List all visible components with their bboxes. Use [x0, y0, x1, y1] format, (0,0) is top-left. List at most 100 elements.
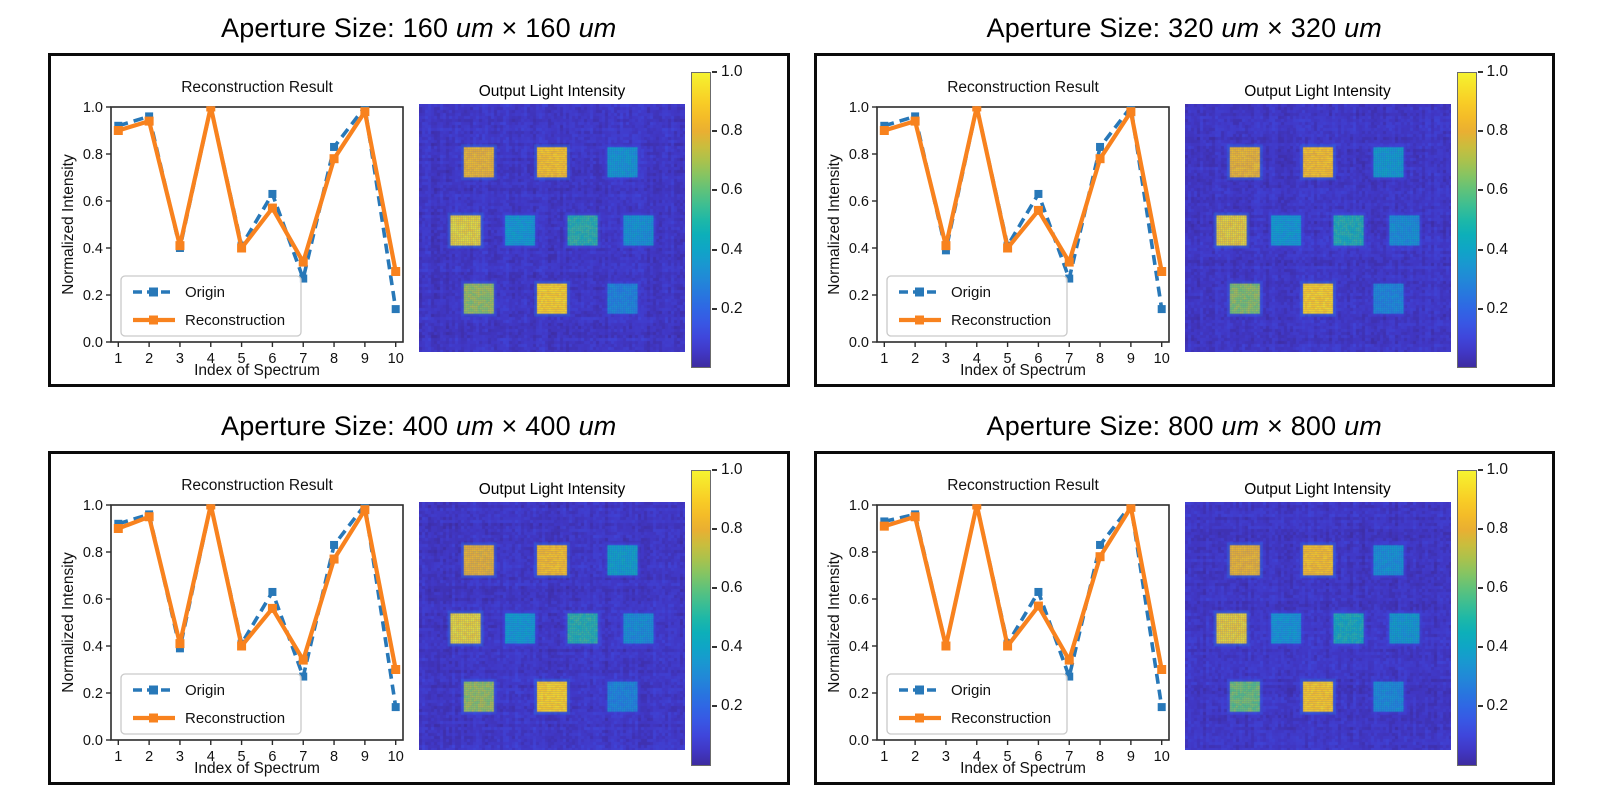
reconstruction-marker	[1125, 503, 1135, 512]
output-light-intensity-heatmap	[1184, 104, 1451, 352]
reconstruction-marker	[144, 511, 154, 521]
colorbar-tick	[1477, 248, 1483, 251]
colorbar-tick	[712, 586, 717, 589]
x-tick-label: 3	[176, 351, 184, 367]
x-tick-label: 7	[1065, 749, 1073, 765]
x-tick-label: 8	[330, 749, 338, 765]
chart-plot-frame	[110, 106, 404, 343]
reconstruction-marker	[971, 503, 981, 509]
panel-title: Aperture Size: 160 um × 160 um	[220, 13, 617, 43]
colorbar-tick-label: 0.4	[721, 638, 743, 656]
x-tick-label: 6	[268, 749, 276, 765]
x-tick-label: 9	[1126, 749, 1134, 765]
origin-marker	[299, 672, 308, 681]
colorbar-tick	[712, 71, 717, 73]
colorbar-tick-label: 0.2	[1486, 697, 1509, 715]
line-chart-svg: Reconstruction Result 0.0 0.2 0.4 0.6 0.8 1.0 1…	[826, 477, 1170, 777]
colorbar-tick-label: 0.8	[721, 122, 743, 140]
reconstruction-marker	[329, 154, 339, 164]
legend: Origin Reconstruction	[885, 275, 1068, 337]
origin-marker	[114, 121, 123, 130]
y-axis-label: Normalized Intensity	[826, 552, 843, 693]
x-tick-label: 1	[880, 351, 888, 367]
x-tick-label: 8	[1096, 351, 1104, 367]
x-tick-label: 1	[114, 351, 122, 367]
reconstruction-series	[879, 106, 1166, 276]
y-tick-label: 0.4	[848, 639, 868, 655]
colorbar-tick-label: 0.2	[721, 697, 743, 715]
x-tick-label: 7	[299, 351, 307, 367]
origin-marker	[1157, 702, 1166, 711]
colorbar-tick	[712, 646, 717, 649]
line-chart-svg: Reconstruction Result 0.0 0.2 0.4 0.6 0.8 1.0 1…	[826, 79, 1170, 379]
colorbar-tick	[712, 130, 717, 133]
y-axis-label: Normalized Intensity	[60, 552, 77, 693]
y-tick-label: 0.8	[848, 147, 868, 163]
reconstruction-series	[113, 106, 401, 276]
heatmap-title: Output Light Intensity	[478, 480, 626, 498]
x-tick-label: 3	[176, 749, 184, 765]
x-tick-label: 3	[941, 351, 949, 367]
y-axis-label: Normalized Intensity	[60, 154, 77, 295]
colorbar-tick-label: 0.6	[1486, 578, 1509, 596]
reconstruction-marker	[175, 638, 185, 648]
y-tick-label: 0.0	[83, 335, 103, 351]
x-tick-label: 4	[207, 749, 215, 765]
colorbar-tick	[712, 527, 717, 530]
legend-sample-marker	[149, 287, 158, 297]
x-tick-label: 5	[1003, 749, 1011, 765]
y-tick-label: 0.2	[83, 288, 103, 304]
y-axis-label: Normalized Intensity	[826, 154, 843, 295]
reconstruction-marker	[971, 106, 981, 112]
reconstruction-marker	[237, 641, 247, 650]
line-chart-svg: Reconstruction Result 0.0 0.2 0.4 0.6 0.8 1.0 1…	[60, 79, 404, 379]
y-tick-label: 0.6	[83, 592, 103, 608]
colorbar-tick-label: 0.8	[1486, 519, 1509, 537]
x-tick-label: 1	[880, 749, 888, 765]
origin-marker	[879, 121, 888, 130]
origin-marker	[268, 189, 277, 198]
panel-frame: Reconstruction Result 0.0 0.2 0.4 0.6 0.8 1.0 1…	[813, 450, 1555, 785]
x-tick-label: 4	[972, 749, 980, 765]
chart-plot-frame	[875, 106, 1170, 343]
legend-sample-marker	[149, 315, 158, 325]
colorbar-gradient	[1456, 72, 1477, 368]
panel-aperture-400um: Aperture Size: 400 um × 400 um Reconstru…	[48, 408, 790, 796]
heatmap-block: Output Light Intensity	[419, 60, 685, 352]
reconstruction-marker	[910, 116, 920, 126]
panel-aperture-800um: Aperture Size: 800 um × 800 um Reconstru…	[813, 408, 1555, 796]
colorbar-tick-label: 0.6	[721, 578, 743, 596]
x-tick-label: 2	[911, 351, 919, 367]
y-tick-label: 0.4	[848, 241, 868, 257]
y-tick-label: 0.4	[83, 241, 103, 257]
y-tick-label: 0.8	[83, 545, 103, 561]
reconstruction-line-chart: Reconstruction Result 0.0 0.2 0.4 0.6 0.8 1.0 1…	[825, 62, 1177, 380]
legend: Origin Reconstruction	[885, 672, 1068, 735]
colorbar-tick-label: 0.6	[1486, 181, 1509, 199]
y-tick-label: 0.2	[848, 686, 868, 702]
reconstruction-marker	[329, 554, 339, 564]
chart-title: Reconstruction Result	[181, 477, 333, 494]
colorbar-tick-label: 0.8	[721, 519, 743, 537]
reconstruction-marker	[879, 126, 889, 135]
y-tick-label: 0.4	[83, 639, 103, 655]
reconstruction-marker	[940, 641, 950, 650]
origin-marker	[145, 112, 154, 121]
reconstruction-marker	[1033, 601, 1043, 611]
origin-marker	[1095, 142, 1104, 151]
x-tick-label: 10	[388, 749, 404, 765]
colorbar-tick	[712, 307, 717, 310]
origin-marker	[299, 274, 308, 283]
colorbar-tick	[1477, 307, 1483, 310]
x-axis-label: Index of Spectrum	[194, 760, 320, 777]
colorbar-tick-label: 1.0	[721, 460, 743, 478]
panel-aperture-320um: Aperture Size: 320 um × 320 um Reconstru…	[813, 10, 1555, 398]
panel-title: Aperture Size: 320 um × 320 um	[986, 13, 1382, 43]
x-tick-label: 10	[1153, 351, 1169, 367]
legend-sample-marker	[914, 315, 924, 325]
reconstruction-marker	[298, 257, 308, 267]
legend-origin-label: Origin	[185, 682, 225, 699]
origin-marker	[1064, 274, 1073, 283]
colorbar-tick-label: 0.4	[721, 240, 743, 258]
